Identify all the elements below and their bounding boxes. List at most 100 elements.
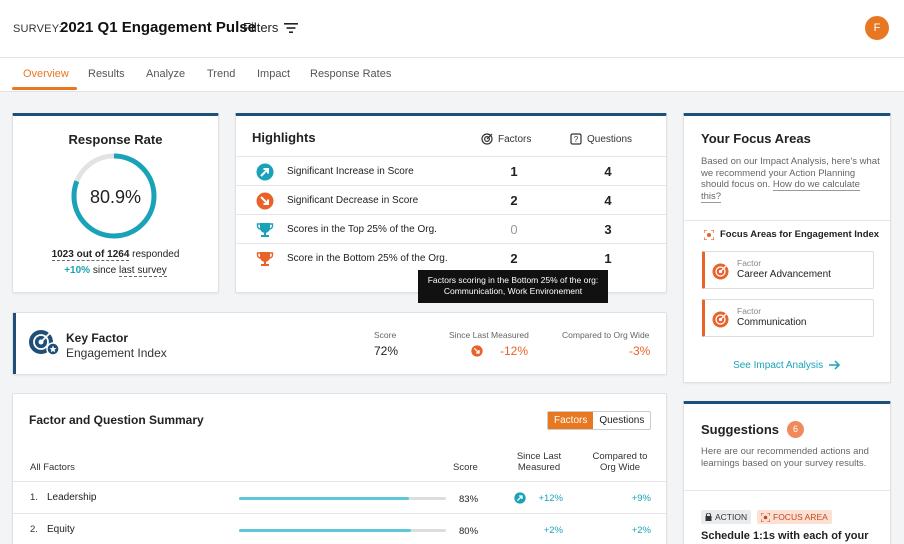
col-org[interactable]: Compared to Org Wide: [583, 451, 657, 473]
suggestion-title[interactable]: Schedule 1:1s with each of your: [701, 530, 869, 542]
highlight-label: Score in the Bottom 25% of the Org.: [287, 253, 448, 264]
col-since-line2: Measured: [517, 462, 561, 473]
highlights-card: Highlights Factors ? Questions Significa…: [235, 113, 667, 293]
suggestions-card: Suggestions 6 Here are our recommended a…: [683, 401, 891, 544]
toggle-questions[interactable]: Questions: [599, 415, 645, 426]
highlight-label: Significant Increase in Score: [287, 166, 414, 177]
focus-areas-description: Based on our Impact Analysis, here's wha…: [701, 156, 881, 203]
focus-area-chip-label: FOCUS AREA: [773, 512, 828, 522]
toggle-factors[interactable]: Factors: [548, 412, 594, 429]
key-factor-name[interactable]: Engagement Index: [66, 346, 167, 360]
response-rate-ring: [71, 153, 157, 239]
last-survey-link[interactable]: last survey: [118, 265, 167, 277]
top-bar: SURVEY: 2021 Q1 Engagement Pulse Filters…: [0, 0, 904, 58]
see-impact-label: See Impact Analysis: [733, 360, 824, 371]
highlight-factors-count[interactable]: 2: [510, 251, 518, 266]
highlight-questions-count[interactable]: 4: [604, 164, 612, 179]
focus-item-name: Career Advancement: [737, 269, 831, 280]
responded-text: 1023 out of 1264 responded: [13, 249, 218, 261]
how-calculate-link[interactable]: How do we calculate this?: [701, 179, 860, 203]
highlight-factors-count: 0: [510, 222, 518, 237]
action-chip: ACTION: [701, 510, 752, 524]
focus-area-chip: FOCUS AREA: [757, 510, 832, 524]
survey-title[interactable]: 2021 Q1 Engagement Pulse: [60, 19, 256, 36]
tooltip-line-1: Factors scoring in the Bottom 25% of the…: [427, 275, 599, 285]
row-name[interactable]: Leadership: [47, 492, 97, 503]
tab-analyze[interactable]: Analyze: [146, 68, 186, 80]
highlight-row-bottom25[interactable]: Score in the Bottom 25% of the Org. 2 1: [236, 243, 666, 272]
focus-item-kind: Factor: [737, 258, 762, 268]
key-factor-title: Key Factor: [66, 331, 129, 345]
col-org-line2: Org Wide: [599, 462, 641, 473]
summary-title: Factor and Question Summary: [29, 413, 204, 427]
key-factor-accent: [13, 313, 16, 374]
suggestions-title: Suggestions 6: [701, 421, 805, 438]
focus-desc-text: Based on our Impact Analysis, here's wha…: [701, 156, 880, 190]
col-questions: ? Questions: [570, 133, 632, 145]
tab-response-rates[interactable]: Response Rates: [310, 68, 392, 80]
col-score[interactable]: Score: [453, 462, 478, 473]
row-score: 80%: [459, 526, 479, 537]
svg-text:?: ?: [574, 135, 579, 144]
target-icon: [712, 263, 729, 280]
tab-results[interactable]: Results: [88, 68, 125, 80]
divider: [684, 220, 890, 221]
highlight-label: Scores in the Top 25% of the Org.: [287, 224, 437, 235]
bottom25-tooltip: Factors scoring in the Bottom 25% of the…: [418, 270, 608, 303]
suggestions-title-text: Suggestions: [701, 422, 780, 437]
highlight-questions-count[interactable]: 4: [604, 193, 612, 208]
row-name[interactable]: Equity: [47, 524, 75, 535]
focus-areas-title: Your Focus Areas: [701, 131, 811, 146]
see-impact-analysis-link[interactable]: See Impact Analysis: [684, 360, 890, 371]
suggestions-description: Here are our recommended actions and lea…: [701, 446, 869, 469]
highlight-factors-count[interactable]: 2: [510, 193, 518, 208]
action-chip-label: ACTION: [715, 512, 748, 522]
summary-card: Factor and Question Summary Factors Ques…: [12, 393, 667, 544]
response-rate-card: Response Rate 80.9% 1023 out of 1264 res…: [12, 113, 219, 293]
row-org: +9%: [631, 493, 651, 504]
responded-suffix: responded: [129, 249, 180, 260]
filters-label: Filters: [243, 20, 279, 35]
lock-icon: [705, 513, 712, 521]
response-rate-title: Response Rate: [68, 132, 163, 147]
highlights-title: Highlights: [252, 130, 316, 145]
suggestions-count-badge: 6: [787, 421, 805, 438]
score-bar: [239, 497, 446, 500]
kf-score-value: 72%: [374, 344, 399, 358]
highlight-questions-count[interactable]: 3: [604, 222, 612, 237]
decrease-icon: [256, 192, 274, 210]
decrease-icon: [471, 345, 483, 357]
filters-button[interactable]: Filters: [243, 20, 299, 35]
increase-icon: [514, 492, 526, 504]
col-questions-label: Questions: [587, 133, 633, 145]
tab-trend[interactable]: Trend: [207, 68, 236, 80]
target-icon: [712, 311, 729, 328]
highlight-factors-count[interactable]: 1: [510, 164, 518, 179]
responded-count[interactable]: 1023 out of 1264: [51, 249, 130, 261]
highlight-row-increase[interactable]: Significant Increase in Score 1 4: [236, 156, 666, 185]
kf-since-label: Since Last Measured: [449, 330, 529, 340]
tab-impact[interactable]: Impact: [257, 68, 291, 80]
tab-overview[interactable]: Overview: [23, 68, 69, 80]
kf-org-label: Compared to Org Wide: [562, 330, 650, 340]
score-bar-fill: [239, 497, 409, 500]
col-org-line1: Compared to: [592, 451, 648, 462]
avatar[interactable]: F: [865, 16, 889, 40]
col-factors-label: Factors: [498, 133, 532, 145]
col-since[interactable]: Since Last Measured: [507, 451, 571, 473]
col-since-line1: Since Last: [516, 451, 562, 462]
highlight-questions-count[interactable]: 1: [604, 251, 612, 266]
highlight-label: Significant Decrease in Score: [287, 195, 419, 206]
table-row[interactable]: 1. Leadership 83% +12% +9%: [13, 481, 666, 513]
table-row[interactable]: 2. Equity 80% +2% +2%: [13, 513, 666, 544]
trophy-down-icon: [256, 252, 274, 266]
highlight-row-top25[interactable]: Scores in the Top 25% of the Org. 0 3: [236, 214, 666, 243]
response-rate-value: 80.9%: [89, 187, 142, 207]
highlight-row-decrease[interactable]: Significant Decrease in Score 2 4: [236, 185, 666, 214]
row-org: +2%: [631, 525, 651, 536]
focus-item-career-advancement[interactable]: Factor Career Advancement: [702, 251, 874, 289]
tab-bar: Overview Results Analyze Trend Impact Re…: [0, 58, 904, 92]
focus-section-heading: Focus Areas for Engagement Index: [704, 229, 879, 240]
focus-item-communication[interactable]: Factor Communication: [702, 299, 874, 337]
focus-section-label: Focus Areas for Engagement Index: [720, 229, 880, 240]
